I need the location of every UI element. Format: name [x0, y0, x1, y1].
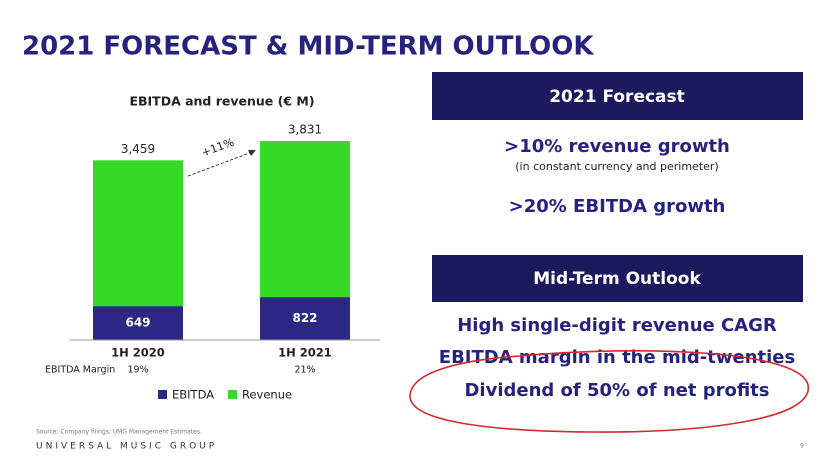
page-number: 9 [800, 443, 804, 450]
legend-label: Revenue [242, 388, 292, 402]
outlook-item: EBITDA margin in the mid-twenties [439, 347, 795, 368]
source-note: Source: Company filings; UMG Management … [36, 429, 202, 436]
outlook-item: Dividend of 50% of net profits [464, 380, 769, 401]
arrow-head [248, 150, 256, 156]
chart-title: EBITDA and revenue (€ M) [129, 94, 314, 109]
forecast-note: (in constant currency and perimeter) [515, 160, 718, 173]
outlook-header-box [432, 255, 803, 302]
margin-value: 21% [294, 365, 315, 376]
forecast-header-box [432, 72, 803, 120]
slide-title: 2021 FORECAST & MID-TERM OUTLOOK [22, 32, 594, 62]
footer-brand: UNIVERSAL MUSIC GROUP [36, 442, 217, 452]
legend-swatch [228, 390, 237, 399]
value-label: 3,459 [121, 142, 155, 156]
forecast-item: >20% EBITDA growth [509, 196, 726, 217]
forecast-item: >10% revenue growth [504, 136, 730, 157]
growth-arrow [187, 151, 253, 177]
hand-drawn-ellipse [409, 350, 809, 433]
outlook-header: Mid-Term Outlook [533, 269, 701, 289]
bar [260, 297, 350, 340]
x-tick-label: 1H 2020 [111, 346, 165, 360]
x-tick-label: 1H 2021 [278, 346, 332, 360]
value-label: 649 [125, 316, 150, 330]
legend-swatch [158, 390, 167, 399]
forecast-header: 2021 Forecast [549, 87, 685, 107]
outlook-item: High single-digit revenue CAGR [457, 315, 777, 336]
margin-label: EBITDA Margin [45, 365, 115, 376]
margin-value: 19% [127, 365, 148, 376]
legend-label: EBITDA [172, 388, 214, 402]
value-label: 822 [292, 311, 317, 325]
value-label: 3,831 [288, 123, 322, 137]
bar [93, 306, 183, 340]
